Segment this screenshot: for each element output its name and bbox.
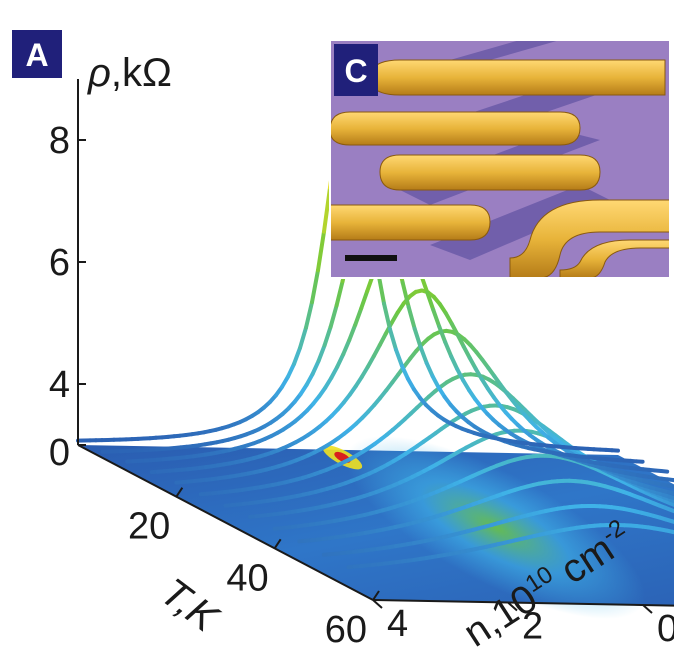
panel-a-label-box bbox=[12, 30, 62, 78]
curve-segment bbox=[437, 324, 448, 345]
panel-c-label-text: C bbox=[344, 53, 367, 89]
curve-segment bbox=[669, 508, 674, 514]
curve-T-55 bbox=[346, 523, 674, 570]
panel-a-label-text: A bbox=[25, 37, 48, 73]
curve-segment bbox=[467, 356, 478, 371]
curve-segment bbox=[359, 289, 370, 311]
curve-segment bbox=[329, 364, 340, 380]
curve-segment bbox=[412, 326, 423, 350]
curve-segment bbox=[347, 322, 358, 343]
ridge-glow bbox=[345, 435, 646, 620]
curve-segment bbox=[286, 362, 296, 379]
density-tick-label: 0 bbox=[657, 608, 674, 650]
temperature-tick-mark bbox=[273, 538, 282, 549]
curve-segment bbox=[443, 340, 454, 359]
density-tick-mark bbox=[507, 601, 518, 612]
rho-axis-title: ρ,kΩ bbox=[87, 51, 172, 95]
resistivity-curves bbox=[76, 94, 674, 570]
curve-segment bbox=[316, 343, 327, 363]
curve-segment bbox=[406, 304, 417, 331]
curve-segment bbox=[455, 333, 466, 349]
density-tick-label: 4 bbox=[387, 603, 408, 645]
curve-segment bbox=[382, 301, 392, 332]
rho-tick-label: 0 bbox=[49, 432, 70, 474]
rho-tick-label: 6 bbox=[49, 242, 70, 284]
rho-tick-label: 4 bbox=[49, 364, 70, 406]
curve-segment bbox=[328, 303, 339, 329]
curve-segment bbox=[371, 343, 382, 359]
curve-segment bbox=[430, 374, 441, 390]
curve-segment bbox=[365, 354, 376, 369]
curve-segment bbox=[455, 367, 466, 383]
curve-segment bbox=[292, 345, 302, 366]
density-tick-label: 2 bbox=[522, 606, 543, 648]
rho-symbol: ρ bbox=[87, 51, 111, 95]
curve-segment bbox=[316, 229, 326, 273]
panel-a-label: A bbox=[12, 30, 62, 78]
curve-segment bbox=[659, 469, 670, 474]
curve-segment bbox=[667, 494, 674, 501]
curve-segment bbox=[670, 529, 674, 535]
rho-unit: ,kΩ bbox=[111, 51, 172, 95]
density-tick-mark bbox=[642, 604, 653, 614]
curve-segment bbox=[304, 300, 314, 330]
curve-segment bbox=[304, 372, 315, 387]
curve-segment bbox=[431, 307, 442, 329]
temperature-tick-mark bbox=[175, 487, 184, 498]
scale-bar bbox=[345, 255, 397, 261]
curve-segment bbox=[443, 311, 454, 326]
density-tick-mark bbox=[372, 599, 383, 609]
curve-segment bbox=[334, 279, 345, 308]
temperature-tick-label: 60 bbox=[325, 609, 367, 651]
rho-tick-label: 8 bbox=[49, 120, 70, 162]
panel-c-border bbox=[329, 39, 671, 279]
curve-segment bbox=[377, 331, 388, 348]
curve-T-50 bbox=[321, 504, 674, 557]
curve-segment bbox=[400, 280, 411, 309]
panel-c-label: C bbox=[334, 44, 378, 96]
temperature-tick-label: 20 bbox=[128, 506, 170, 548]
curve-segment bbox=[394, 347, 404, 368]
panel-c-inset bbox=[330, 40, 670, 278]
curve-T-15 bbox=[149, 288, 674, 483]
curve-segment bbox=[341, 338, 352, 357]
curve-segment bbox=[424, 360, 435, 379]
curve-segment bbox=[310, 268, 320, 305]
curve-segment bbox=[322, 324, 333, 348]
curve-segment bbox=[449, 354, 460, 372]
temperature-axis-title: T,K bbox=[153, 570, 228, 642]
curve-segment bbox=[461, 344, 472, 360]
curve-segment bbox=[449, 321, 460, 338]
curve-segment bbox=[335, 352, 346, 369]
curve-segment bbox=[388, 327, 398, 352]
curve-segment bbox=[406, 376, 416, 392]
curve-segment bbox=[310, 358, 321, 376]
curve-segment bbox=[353, 306, 364, 327]
curve-segment bbox=[425, 290, 436, 312]
gold-electrodes bbox=[330, 59, 670, 278]
curve-segment bbox=[669, 519, 674, 524]
curve-segment bbox=[298, 325, 308, 350]
temperature-tick-label: 40 bbox=[226, 557, 268, 599]
curve-segment bbox=[418, 345, 429, 365]
temperature-tick-mark bbox=[372, 590, 380, 601]
curve-T-45 bbox=[297, 478, 674, 544]
curve-segment bbox=[400, 364, 410, 381]
curve-segment bbox=[668, 497, 674, 504]
temperature-axis-line bbox=[77, 444, 374, 601]
panel-c-label-box bbox=[334, 44, 378, 96]
